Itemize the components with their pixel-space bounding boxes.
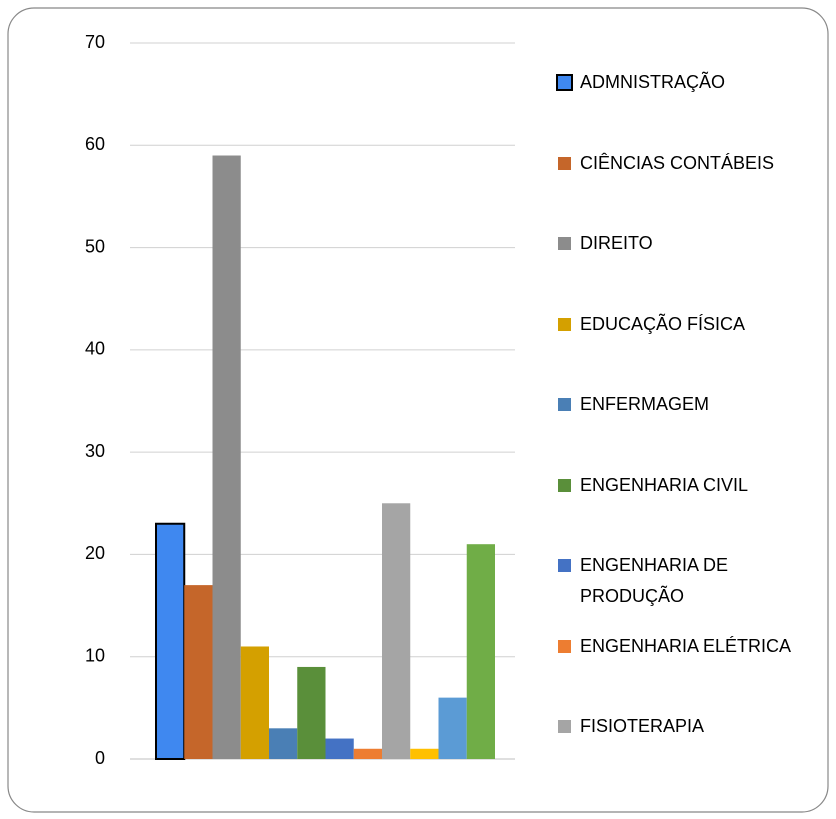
y-tick-label: 60: [85, 134, 105, 154]
bar: [240, 646, 269, 759]
legend-swatch: [558, 317, 571, 331]
legend-label: ENGENHARIA DE PRODUÇÃO: [580, 555, 729, 606]
legend-swatch: [558, 398, 571, 411]
bar: [382, 503, 411, 759]
legend-label: EDUCAÇÃO FÍSICA: [580, 313, 746, 334]
legend-item: ADMNISTRAÇÃO: [556, 67, 810, 98]
legend-swatch: [558, 478, 571, 492]
legend-item: ENFERMAGEM: [556, 389, 810, 420]
legend-item: EDUCAÇÃO FÍSICA: [556, 309, 810, 340]
legend-swatch: [556, 74, 573, 91]
legend-label: CIÊNCIAS CONTÁBEIS: [580, 152, 775, 173]
bar: [438, 697, 467, 759]
bar: [353, 748, 382, 759]
bar: [212, 155, 241, 759]
y-tick-label: 30: [85, 441, 105, 461]
legend-item: CIÊNCIAS CONTÁBEIS: [556, 148, 810, 179]
bar: [325, 738, 354, 759]
bar: [297, 666, 326, 759]
bar: [155, 522, 186, 760]
legend-label: ENGENHARIA ELÉTRICA: [580, 635, 792, 656]
legend-label: ENGENHARIA CIVIL: [580, 474, 749, 495]
legend-item: ENGENHARIA DE PRODUÇÃO: [556, 550, 810, 612]
y-tick-label: 70: [85, 32, 105, 52]
legend-item: FISIOTERAPIA: [556, 711, 810, 742]
legend-swatch: [558, 156, 571, 170]
y-tick-label: 40: [85, 339, 105, 359]
legend-item: ENGENHARIA CIVIL: [556, 470, 810, 501]
legend-swatch: [558, 559, 571, 572]
bar: [269, 728, 298, 759]
legend-swatch: [558, 237, 571, 250]
bar: [410, 748, 439, 759]
legend-label: ADMNISTRAÇÃO: [580, 72, 726, 92]
legend-item: DIREITO: [556, 228, 810, 259]
legend-label: ENFERMAGEM: [580, 394, 710, 414]
bar: [466, 544, 495, 759]
y-tick-label: 0: [95, 748, 105, 768]
legend-swatch: [558, 639, 571, 653]
legend-label: DIREITO: [580, 233, 653, 253]
legend-label: FISIOTERAPIA: [580, 716, 705, 736]
bar: [184, 585, 213, 759]
legend-item: ENGENHARIA ELÉTRICA: [556, 631, 810, 662]
y-tick-label: 10: [85, 645, 105, 665]
legend-swatch: [558, 720, 571, 733]
y-tick-label: 50: [85, 236, 105, 256]
y-tick-label: 20: [85, 543, 105, 563]
